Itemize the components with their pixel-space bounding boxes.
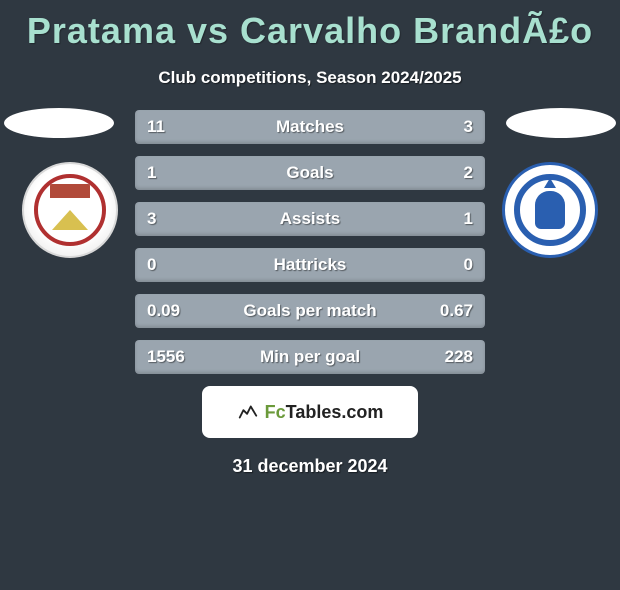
stat-label: Goals per match <box>197 301 423 321</box>
stat-right-value: 1 <box>423 209 473 229</box>
stat-right-value: 2 <box>423 163 473 183</box>
brand-prefix: Fc <box>265 402 286 422</box>
brand-box: FcTables.com <box>202 386 418 438</box>
stat-left-value: 0.09 <box>147 301 197 321</box>
stat-row: 0.09Goals per match0.67 <box>135 294 485 328</box>
stat-label: Min per goal <box>197 347 423 367</box>
psis-badge-icon <box>514 174 586 246</box>
brand-suffix: Tables.com <box>286 402 384 422</box>
stat-row: 1556Min per goal228 <box>135 340 485 374</box>
stat-right-value: 0.67 <box>423 301 473 321</box>
stat-row: 0Hattricks0 <box>135 248 485 282</box>
stat-left-value: 0 <box>147 255 197 275</box>
stat-label: Hattricks <box>197 255 423 275</box>
subtitle: Club competitions, Season 2024/2025 <box>0 68 620 88</box>
stat-right-value: 228 <box>423 347 473 367</box>
stat-left-value: 3 <box>147 209 197 229</box>
stats-rows: 11Matches31Goals23Assists10Hattricks00.0… <box>135 108 485 374</box>
stat-row: 3Assists1 <box>135 202 485 236</box>
stat-label: Matches <box>197 117 423 137</box>
stat-label: Goals <box>197 163 423 183</box>
team-badge-left <box>22 162 118 258</box>
stat-left-value: 11 <box>147 117 197 137</box>
team-badge-right <box>502 162 598 258</box>
brand-text: FcTables.com <box>265 402 384 423</box>
psm-badge-icon <box>34 174 106 246</box>
player-ellipse-right <box>506 108 616 138</box>
stat-right-value: 0 <box>423 255 473 275</box>
page-title: Pratama vs Carvalho BrandÃ£o <box>0 10 620 52</box>
stat-row: 11Matches3 <box>135 110 485 144</box>
stat-label: Assists <box>197 209 423 229</box>
stat-left-value: 1556 <box>147 347 197 367</box>
comparison-panel: 11Matches31Goals23Assists10Hattricks00.0… <box>0 108 620 477</box>
brand-logo-icon <box>237 401 259 423</box>
player-ellipse-left <box>4 108 114 138</box>
footer-date: 31 december 2024 <box>0 456 620 477</box>
stat-row: 1Goals2 <box>135 156 485 190</box>
stat-left-value: 1 <box>147 163 197 183</box>
stat-right-value: 3 <box>423 117 473 137</box>
